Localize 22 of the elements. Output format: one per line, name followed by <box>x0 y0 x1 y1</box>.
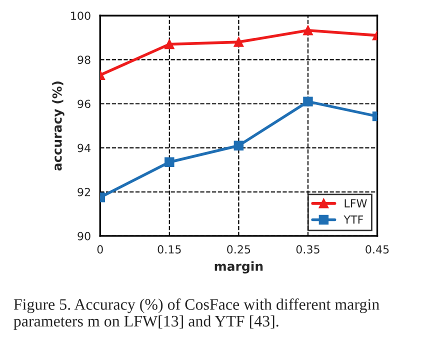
point <box>164 157 174 168</box>
y-tick-label: 92 <box>78 188 90 196</box>
x-tick-label: 0.35 <box>296 245 320 254</box>
x-axis-title: margin <box>214 261 263 274</box>
y-tick-label: 96 <box>78 100 90 108</box>
x-tick-label: 0.45 <box>366 245 389 254</box>
x-tick-label: 0.15 <box>158 245 181 254</box>
legend-label: YTF <box>344 216 364 224</box>
y-axis-title: accuracy (%) <box>52 82 64 171</box>
y-tick-label: 100 <box>71 12 90 20</box>
point <box>234 140 244 150</box>
point <box>234 37 244 47</box>
y-tick-label: 90 <box>78 232 90 240</box>
caption: Figure 5. Accuracy (%) of CosFace with different margin parameters m on LFW[13] and YTF [43]. <box>14 298 380 330</box>
point <box>164 39 174 50</box>
x-tick-label: 0 <box>97 245 103 254</box>
y-tick-label: 98 <box>78 56 90 64</box>
y-tick-label: 94 <box>78 144 90 152</box>
x-tick-label: 0.25 <box>227 245 250 254</box>
point <box>303 26 313 36</box>
legend-label: LFW <box>344 199 367 208</box>
point <box>303 96 313 106</box>
